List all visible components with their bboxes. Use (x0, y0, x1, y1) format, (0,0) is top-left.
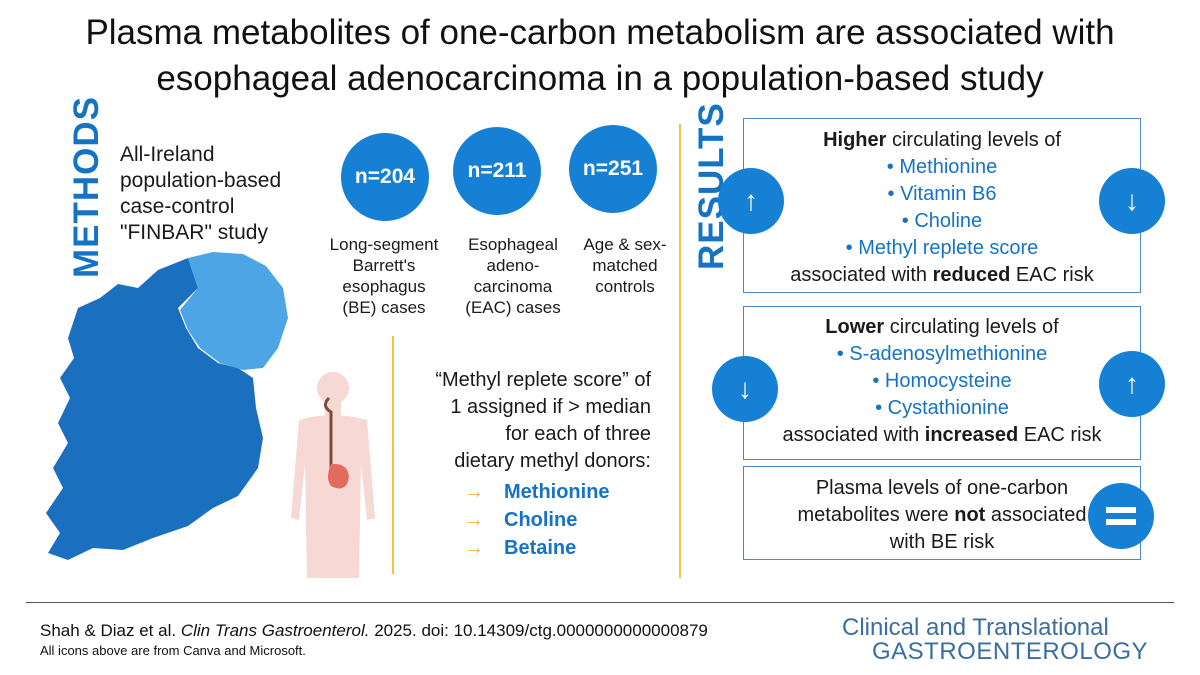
group-count-badge: n=211 (453, 127, 541, 215)
group-label-line: Age & sex- (583, 235, 667, 254)
citation: Shah & Diaz et al. Clin Trans Gastroente… (40, 621, 708, 641)
metabolite-item: • Methionine (886, 156, 998, 178)
be-line-post: associated (985, 504, 1087, 526)
group-label-line: controls (595, 277, 655, 296)
group-label-line: Esophageal (468, 235, 558, 254)
conclusion-post: EAC risk (1018, 424, 1102, 446)
conclusion-bold: increased (924, 424, 1019, 446)
lower-levels-box: Lower circulating levels of • S-adenosyl… (743, 306, 1141, 460)
box-conclusion: associated with reduced EAC risk (744, 262, 1140, 289)
arrow-up-icon: ↑ (1099, 351, 1165, 417)
donor-name: Choline (504, 509, 578, 531)
metabolite-item: • Cystathionine (875, 397, 1009, 419)
arrow-down-icon: ↓ (1099, 168, 1165, 234)
metabolite-item: • S-adenosylmethionine (836, 343, 1048, 365)
divider-line (392, 336, 394, 574)
group-count-badge: n=204 (341, 133, 429, 221)
higher-levels-text: Higher circulating levels of • Methionin… (744, 127, 1140, 289)
arrow-down-icon: ↓ (712, 356, 778, 422)
equals-glyph (1106, 507, 1136, 525)
methyl-replete-score-description: “Methyl replete score” of 1 assigned if … (395, 367, 651, 475)
footer-divider (26, 602, 1174, 603)
icon-credit-note: All icons above are from Canva and Micro… (40, 643, 306, 658)
be-line: Plasma levels of one-carbon (815, 477, 1069, 499)
group-label-line: matched (592, 256, 658, 275)
group-label-line: (BE) cases (342, 298, 426, 317)
citation-doi: 2025. doi: 10.14309/ctg.0000000000000879 (369, 621, 708, 640)
box-heading: Higher circulating levels of (744, 127, 1140, 154)
study-line: All-Ireland (120, 143, 215, 166)
methyl-donor-list: → Methionine → Choline → Betaine (464, 478, 610, 562)
score-line: 1 assigned if > median (450, 396, 651, 418)
methyl-donor-item: → Methionine (464, 478, 610, 506)
arrow-right-icon: → (464, 481, 484, 503)
be-line-pre: metabolites were (797, 504, 955, 526)
group-label-line: esophagus (342, 277, 426, 296)
lower-levels-text: Lower circulating levels of • S-adenosyl… (744, 314, 1140, 449)
ireland-map-icon (46, 252, 288, 560)
arrow-up-icon: ↑ (718, 168, 784, 234)
equals-icon (1088, 483, 1154, 549)
heading-bold: Higher (823, 129, 887, 151)
score-line: dietary methyl donors: (454, 450, 651, 472)
metabolite-item: • Vitamin B6 (887, 183, 997, 205)
methyl-donor-item: → Betaine (464, 534, 610, 562)
page-title: Plasma metabolites of one-carbon metabol… (0, 10, 1200, 102)
republic-of-ireland-shape (46, 258, 263, 560)
group-label-line: Barrett's (352, 256, 416, 275)
arrow-right-icon: → (464, 509, 484, 531)
study-line: "FINBAR" study (120, 221, 268, 244)
group-label-line: carcinoma (473, 277, 553, 296)
higher-levels-box: Higher circulating levels of • Methionin… (743, 118, 1141, 293)
conclusion-post: EAC risk (1010, 264, 1094, 286)
title-line-2: esophageal adenocarcinoma in a populatio… (156, 59, 1044, 98)
be-line: metabolites were not associated (744, 502, 1140, 529)
title-line-1: Plasma metabolites of one-carbon metabol… (85, 13, 1115, 52)
score-line: for each of three (505, 423, 651, 445)
metabolite-item: • Homocysteine (872, 370, 1012, 392)
heading-bold: Lower (825, 316, 885, 338)
group-label-line: adeno- (486, 256, 540, 275)
metabolite-item: • Methyl replete score (845, 237, 1039, 259)
metabolite-item: • Choline (901, 210, 983, 232)
be-line-bold: not (954, 504, 986, 526)
heading-rest: circulating levels of (884, 316, 1059, 338)
methyl-donor-item: → Choline (464, 506, 610, 534)
donor-name: Betaine (504, 537, 577, 559)
box-conclusion: associated with increased EAC risk (744, 422, 1140, 449)
group-label: Esophageal adeno- carcinoma (EAC) cases (454, 234, 572, 318)
conclusion-pre: associated with (790, 264, 933, 286)
conclusion-bold: reduced (932, 264, 1011, 286)
human-esophagus-stomach-icon (291, 372, 375, 578)
group-label-line: (EAC) cases (465, 298, 561, 317)
group-label-line: Long-segment (329, 235, 439, 254)
conclusion-pre: associated with (782, 424, 925, 446)
group-label: Long-segment Barrett's esophagus (BE) ca… (325, 234, 443, 318)
group-count-badge: n=251 (569, 125, 657, 213)
northern-ireland-shape (180, 252, 288, 370)
study-line: case-control (120, 195, 235, 218)
study-description: All-Ireland population-based case-contro… (120, 142, 320, 246)
citation-journal: Clin Trans Gastroenterol. (180, 621, 370, 640)
arrow-right-icon: → (464, 537, 484, 559)
score-line: “Methyl replete score” of (435, 369, 651, 391)
box-heading: Lower circulating levels of (744, 314, 1140, 341)
study-line: population-based (120, 169, 282, 192)
group-label: Age & sex- matched controls (566, 234, 684, 297)
citation-authors: Shah & Diaz et al. (40, 621, 181, 640)
heading-rest: circulating levels of (886, 129, 1061, 151)
be-risk-text: Plasma levels of one-carbon metabolites … (744, 475, 1140, 556)
be-risk-box: Plasma levels of one-carbon metabolites … (743, 466, 1141, 560)
journal-logo-line-1: Clinical and Translational (842, 614, 1109, 641)
divider-line (679, 124, 681, 578)
donor-name: Methionine (504, 481, 610, 503)
journal-logo-line-2: GASTROENTEROLOGY (872, 638, 1149, 665)
be-line: with BE risk (889, 531, 995, 553)
